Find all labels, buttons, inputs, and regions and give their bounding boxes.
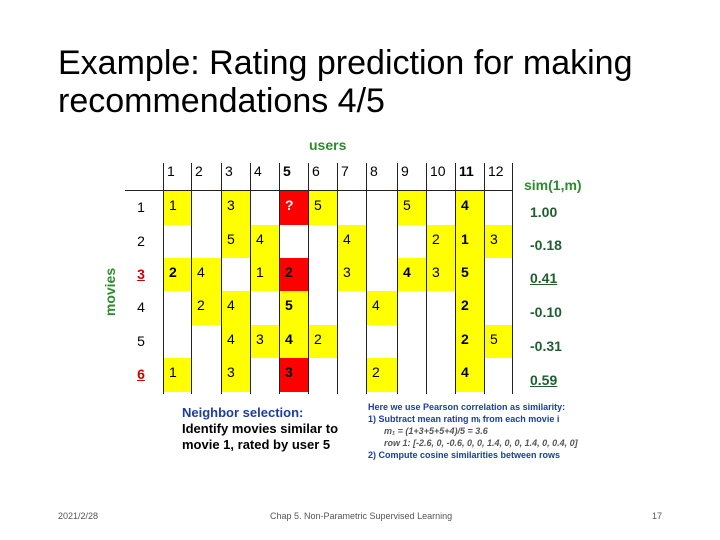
grid-border (163, 163, 164, 394)
rating-cell: 3 (426, 258, 455, 291)
rating-cell: 3 (279, 358, 308, 392)
grid-column-divider (191, 163, 192, 394)
rating-cell: 2 (426, 225, 455, 258)
similarity-value-3: 0.41 (530, 270, 558, 286)
rating-cell: 4 (397, 258, 426, 291)
pearson-line-3: m₁ = (1+3+5+5+4)/5 = 3.6 (384, 426, 488, 436)
grid-column-divider (337, 163, 338, 394)
grid-column-divider (397, 163, 398, 394)
pearson-line-5: 2) Compute cosine similarities between r… (368, 450, 561, 460)
movie-row-label-2: 2 (137, 233, 145, 249)
similarity-value-2: -0.18 (530, 237, 562, 253)
pearson-line-1: Here we use Pearson correlation as simil… (368, 402, 566, 412)
rating-cell: 5 (279, 291, 308, 325)
movie-row-label-5: 5 (137, 333, 145, 349)
rating-cell: 1 (250, 258, 279, 291)
footer-date: 2021/2/28 (58, 511, 99, 521)
rating-cell: 4 (366, 291, 397, 325)
rating-cell: 2 (366, 358, 397, 392)
rating-cell: 5 (484, 325, 513, 358)
grid-column-divider (455, 163, 456, 394)
users-axis-label: users (309, 137, 347, 153)
grid-column-divider (279, 163, 280, 394)
grid-column-divider (250, 163, 251, 394)
footer-page-number: 17 (652, 511, 663, 521)
user-header-11: 11 (459, 163, 474, 179)
title-line-1: Example: Rating prediction for making (58, 44, 633, 82)
movie-row-label-6: 6 (137, 366, 145, 382)
rating-cell: 4 (455, 358, 484, 392)
rating-cell: 5 (397, 191, 426, 225)
title-line-2: recommendations 4/5 (58, 82, 385, 120)
rating-cell: 5 (308, 191, 337, 225)
user-header-8: 8 (370, 163, 378, 179)
rating-cell: 3 (221, 358, 250, 392)
rating-cell: 2 (163, 258, 191, 291)
neighbor-selection-line-1: Identify movies similar to (182, 421, 339, 436)
movie-row-label-1: 1 (137, 199, 145, 215)
grid-column-divider (308, 163, 309, 394)
grid-column-divider (221, 163, 222, 394)
rating-cell: 4 (337, 225, 366, 258)
neighbor-selection-heading: Neighbor selection: (182, 405, 304, 420)
rating-cell: 3 (337, 258, 366, 291)
user-header-10: 10 (430, 163, 446, 179)
slide-title: Example: Rating prediction for making re… (58, 44, 698, 120)
rating-matrix: 1 3? 5 5 4 5 4 4 2 1 3 2 4 1 2 3 4 3 5 2 4 5 4 2 4 3 4 2 2 5 1 3 3 2 4 (125, 163, 513, 394)
grid-header-divider (125, 190, 513, 191)
rating-cell: 3 (221, 191, 250, 225)
user-header-12: 12 (488, 163, 504, 179)
rating-cell: 2 (279, 258, 308, 291)
grid-border (512, 163, 513, 394)
user-header-6: 6 (312, 163, 320, 179)
movies-axis-label: movies (102, 267, 118, 317)
rating-cell: 1 (455, 225, 484, 258)
rating-cell: 3 (484, 225, 513, 258)
rating-cell: 2 (455, 325, 484, 358)
grid-column-divider (426, 163, 427, 394)
grid-column-divider (366, 163, 367, 394)
rating-cell: 4 (221, 291, 250, 325)
rating-cell: 2 (308, 325, 337, 358)
rating-cell: 2 (455, 291, 484, 325)
rating-cell: 1 (163, 191, 191, 225)
similarity-header: sim(1,m) (524, 177, 582, 193)
user-header-3: 3 (225, 163, 233, 179)
neighbor-selection-note: Neighbor selection: Identify movies simi… (182, 405, 338, 453)
rating-cell: 3 (250, 325, 279, 358)
rating-cell: 4 (250, 225, 279, 258)
user-header-9: 9 (401, 163, 409, 179)
user-header-1: 1 (167, 163, 175, 179)
rating-cell: 5 (455, 258, 484, 291)
rating-cell: 4 (455, 191, 484, 225)
rating-cell: 1 (163, 358, 191, 392)
user-header-2: 2 (195, 163, 203, 179)
rating-cell: 4 (279, 325, 308, 358)
pearson-line-2: 1) Subtract mean rating mᵢ from each mov… (368, 414, 560, 424)
movie-row-label-3: 3 (137, 266, 145, 282)
similarity-value-5: -0.31 (530, 338, 562, 354)
rating-cell: ? (279, 191, 308, 225)
user-header-7: 7 (341, 163, 349, 179)
neighbor-selection-line-2: movie 1, rated by user 5 (182, 437, 331, 452)
footer-chapter: Chap 5. Non-Parametric Supervised Learni… (270, 511, 453, 521)
grid-column-divider (484, 163, 485, 394)
pearson-line-4: row 1: [-2.6, 0, -0.6, 0, 0, 1.4, 0, 0, … (384, 438, 578, 448)
rating-cell: 4 (191, 258, 221, 291)
similarity-value-6: 0.59 (530, 372, 558, 388)
rating-cell: 5 (221, 225, 250, 258)
similarity-value-4: -0.10 (530, 304, 562, 320)
user-header-5: 5 (283, 163, 291, 179)
rating-cell: 4 (221, 325, 250, 358)
movie-row-label-4: 4 (137, 299, 145, 315)
pearson-note: Here we use Pearson correlation as simil… (368, 401, 598, 461)
rating-cell: 2 (191, 291, 221, 325)
similarity-value-1: 1.00 (530, 204, 558, 220)
user-header-4: 4 (254, 163, 262, 179)
